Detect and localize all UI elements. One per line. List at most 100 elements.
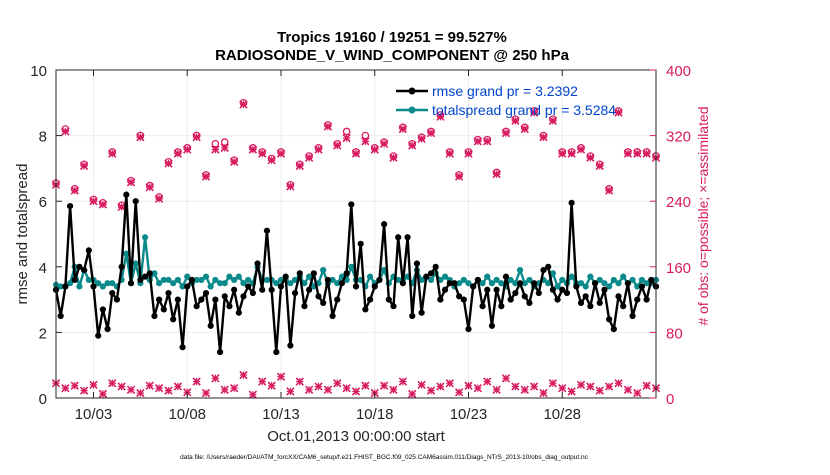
obs-assimilated-point	[595, 386, 604, 395]
rmse-point	[301, 303, 308, 310]
rmse-point	[554, 296, 561, 303]
obs-assimilated-point	[304, 385, 314, 394]
obs-assimilated-point	[98, 389, 108, 399]
obs-assimilated-point	[183, 145, 192, 154]
obs-assimilated-point	[426, 386, 436, 395]
obs-assimilated-point	[173, 149, 183, 158]
obs-assimilated-point	[483, 377, 492, 386]
spread-point	[202, 273, 210, 280]
obs-assimilated-point	[370, 145, 379, 154]
spread-point	[174, 276, 181, 284]
spread-point	[207, 283, 214, 290]
obs-assimilated-point	[464, 381, 473, 390]
rmse-point	[610, 326, 617, 333]
rmse-point	[151, 312, 158, 320]
spread-point	[549, 270, 556, 277]
y-tick-label: 2	[39, 325, 47, 342]
obs-assimilated-point	[201, 388, 211, 398]
y-tick-label: 6	[39, 194, 47, 211]
obs-assimilated-point	[126, 385, 136, 394]
rmse-point	[559, 286, 566, 293]
obs-assimilated-point	[567, 149, 576, 158]
obs-assimilated-point	[539, 133, 548, 142]
rmse-point	[366, 296, 374, 303]
obs-assimilated-point	[145, 381, 154, 390]
rmse-point	[306, 286, 313, 293]
spread-point	[57, 283, 64, 290]
chart-subtitle: RADIOSONDE_V_WIND_COMPONENT @ 250 hPa	[215, 47, 570, 64]
rmse-point	[535, 289, 542, 297]
obs-assimilated-point	[511, 116, 520, 126]
y2-tick-label: 80	[666, 325, 683, 342]
obs-assimilated-point	[248, 145, 258, 154]
spread-point	[395, 276, 402, 284]
spread-point	[156, 280, 163, 287]
rmse-point	[441, 286, 449, 293]
obs-assimilated-point	[304, 153, 314, 162]
rmse-point	[427, 270, 435, 277]
rmse-point	[582, 293, 589, 300]
rmse-point	[207, 322, 214, 329]
rmse-point	[216, 348, 224, 356]
obs-assimilated-point	[211, 145, 220, 154]
obs-assimilated-point	[79, 161, 89, 171]
rmse-point	[160, 306, 167, 313]
obs-assimilated-point	[267, 381, 276, 390]
spread-point	[615, 280, 622, 287]
y-axis-label: rmse and totalspread	[14, 164, 31, 305]
obs-assimilated-point	[323, 122, 333, 131]
axes: 0 2 4 6 8 10 0 80 160 240 320 400 10/03 10/08 10/13 10/…	[30, 63, 691, 423]
footer-text: data file: /Users/raeder/DAI/ATM_forcXX/…	[180, 454, 589, 461]
x-tick-label: 10/03	[75, 406, 113, 423]
rmse-point	[606, 316, 613, 323]
rmse-point	[577, 299, 585, 306]
spread-point	[460, 276, 467, 284]
spread-point	[329, 276, 336, 284]
rmse-point	[90, 283, 97, 290]
spread-point	[507, 276, 514, 284]
spread-point	[212, 276, 219, 284]
spread-point	[151, 270, 158, 277]
rmse-point	[170, 316, 177, 323]
rmse-point	[85, 247, 92, 254]
obs-assimilated-point	[333, 379, 342, 388]
obs-assimilated-point	[623, 149, 633, 158]
obs-assimilated-point	[492, 385, 501, 394]
rmse-point	[235, 309, 242, 316]
obs-assimilated-point	[258, 149, 267, 158]
obs-assimilated-point	[79, 386, 89, 395]
spread-point	[526, 276, 533, 284]
obs-assimilated-point	[126, 178, 136, 187]
obs-assimilated-point	[136, 133, 145, 142]
obs-assimilated-point	[586, 153, 595, 162]
rmse-point	[587, 303, 594, 310]
rmse-point	[184, 283, 191, 290]
spread-point	[606, 283, 613, 290]
obs-assimilated-point	[548, 116, 558, 126]
spread-point	[498, 280, 505, 287]
rmse-point	[123, 191, 130, 198]
obs-assimilated-point	[426, 128, 436, 138]
obs-assimilated-point	[201, 172, 211, 181]
spread-point	[587, 273, 594, 280]
rmse-point	[460, 296, 467, 303]
obs-assimilated-point	[295, 377, 304, 386]
rmse-point	[212, 296, 219, 303]
spread-point	[231, 276, 238, 284]
obs-assimilated-point	[520, 385, 529, 394]
rmse-point	[521, 293, 528, 300]
rmse-point	[296, 270, 303, 277]
rmse-point	[601, 286, 608, 293]
obs-assimilated-point	[258, 377, 267, 386]
rmse-point	[563, 289, 571, 297]
obs-assimilated-point	[379, 139, 389, 148]
spread-point	[141, 234, 149, 241]
obs-assimilated-point	[220, 143, 229, 153]
obs-assimilated-point	[454, 172, 464, 181]
obs-assimilated-point	[445, 379, 454, 388]
obs-assimilated-point	[286, 182, 295, 191]
obs-assimilated-point	[314, 382, 323, 391]
rmse-point	[254, 260, 261, 267]
obs-assimilated-point	[408, 141, 417, 150]
obs-assimilated-point	[454, 388, 464, 397]
